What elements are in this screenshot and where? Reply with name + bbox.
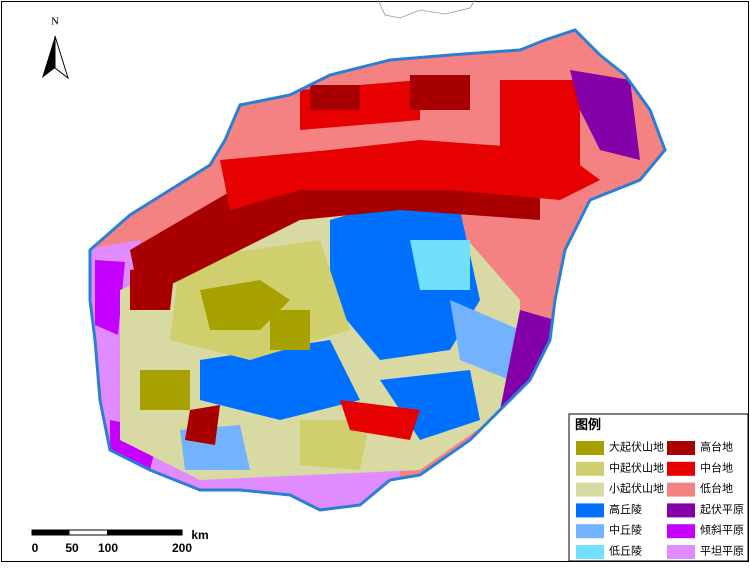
legend-label: 中台地 — [700, 460, 733, 474]
scale-seg — [107, 530, 182, 535]
terrain-region — [310, 85, 360, 110]
legend-swatch — [667, 503, 695, 518]
legend-swatch — [576, 461, 604, 476]
arrow-left — [42, 36, 55, 78]
legend-swatch — [667, 482, 695, 497]
terrain-region — [450, 300, 520, 380]
legend-label: 高丘陵 — [609, 502, 642, 516]
terrain-region — [130, 265, 175, 310]
terrain-region — [410, 75, 470, 110]
scale-label: 100 — [98, 541, 118, 555]
mainland-coast — [377, 0, 476, 19]
legend-swatch — [667, 441, 695, 455]
legend-swatch — [576, 482, 604, 497]
legend-swatch — [667, 545, 695, 559]
terrain-region — [200, 340, 360, 420]
scale-label: 50 — [65, 541, 79, 555]
scale-unit: km — [191, 528, 208, 542]
legend-label: 平坦平原 — [700, 544, 744, 558]
legend-swatch — [576, 441, 604, 455]
scale-seg — [32, 530, 70, 535]
terrain-region — [140, 370, 190, 410]
terrain-region — [500, 80, 580, 170]
terrain-region — [340, 400, 420, 440]
legend-label: 大起伏山地 — [609, 440, 664, 454]
legend-title: 图例 — [575, 417, 601, 432]
scale-label: 200 — [172, 541, 192, 555]
legend-swatch — [667, 461, 695, 476]
legend-label: 低台地 — [700, 481, 733, 495]
terrain-region — [200, 280, 290, 330]
terrain-region — [270, 310, 310, 350]
scale-bar: 0 50 100 200 km — [31, 528, 209, 555]
legend-label: 起伏平原 — [700, 502, 744, 516]
legend-label: 小起伏山地 — [609, 481, 664, 495]
legend-label: 中起伏山地 — [609, 460, 664, 474]
terrain-region — [380, 370, 480, 440]
legend-label: 中丘陵 — [609, 524, 642, 537]
legend-swatch — [576, 524, 604, 539]
terrain-region — [300, 420, 370, 470]
north-label: N — [51, 16, 59, 28]
north-arrow: N — [42, 16, 69, 80]
terrain-region — [570, 70, 640, 160]
terrain-region — [410, 240, 470, 290]
legend-swatch — [667, 524, 695, 539]
arrow-right — [54, 35, 69, 80]
legend-label: 高台地 — [700, 440, 733, 454]
scale-label: 0 — [32, 541, 39, 555]
legend-label: 低丘陵 — [609, 545, 642, 558]
legend-label: 倾斜平原 — [700, 524, 744, 537]
terrain-region — [95, 260, 125, 335]
terrain-region — [185, 405, 220, 445]
legend-swatch — [576, 545, 604, 559]
legend-swatch — [576, 503, 604, 518]
